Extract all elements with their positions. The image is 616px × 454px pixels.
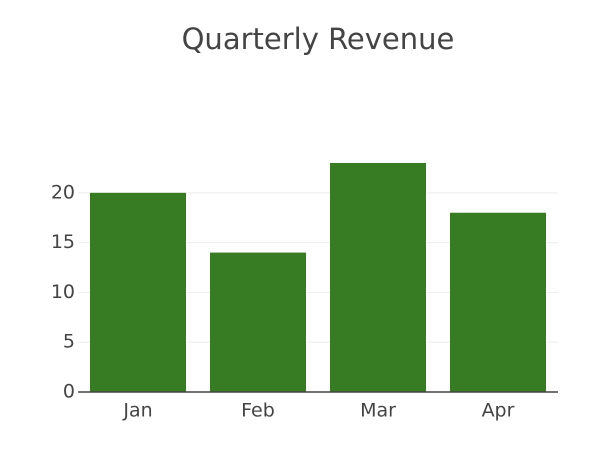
x-tick-label: Feb [241,400,275,422]
chart-title: Quarterly Revenue [182,22,455,56]
x-tick-label: Apr [482,400,515,422]
x-tick-label: Mar [360,400,396,422]
y-tick-label: 20 [51,181,75,203]
bar [90,192,186,392]
bar [210,252,306,392]
y-tick-label: 15 [51,231,75,253]
x-tick-label: Jan [122,400,152,422]
bar [330,162,426,392]
y-tick-label: 5 [63,331,75,353]
y-tick-label: 10 [51,281,75,303]
bar [450,212,546,392]
y-tick-label: 0 [63,381,75,403]
